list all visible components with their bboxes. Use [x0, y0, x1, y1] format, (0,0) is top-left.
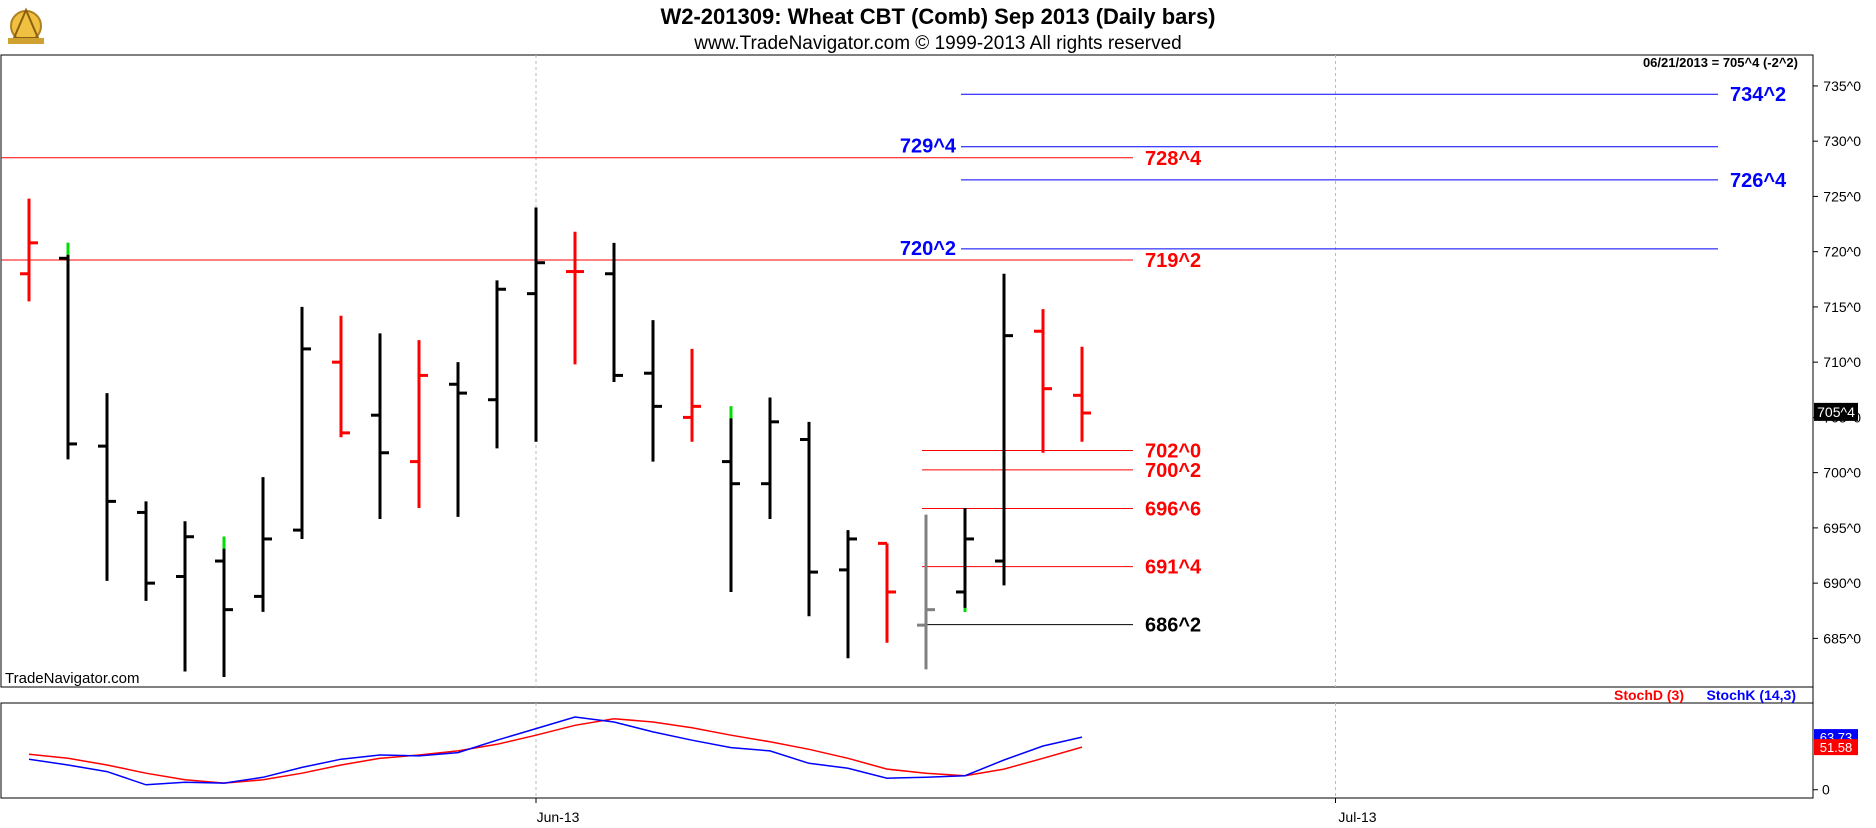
- level-label: 728^4: [1145, 148, 1202, 170]
- ohlc-bar: [59, 242, 77, 460]
- ohlc-bar: [332, 315, 350, 438]
- sextant-logo-icon: [8, 7, 44, 44]
- level-lines: 734^2 729^4 728^4 726^4 720^2 719^2 702^0700^2…: [1, 84, 1787, 637]
- ohlc-bar: [878, 541, 896, 643]
- stoch-value-box: [1814, 739, 1858, 756]
- ohlc-bar: [20, 198, 38, 302]
- level-label: 691^4: [1145, 557, 1202, 579]
- legend-stochd: StochD (3): [1614, 687, 1684, 703]
- ohlc-bar: [566, 231, 584, 365]
- level-label: 726^4: [1730, 170, 1787, 192]
- x-tick-label: Jun-13: [537, 809, 580, 825]
- last-value-readout: 06/21/2013 = 705^4 (-2^2): [1643, 55, 1798, 70]
- ohlc-bar: [176, 521, 194, 672]
- vertical-grid: [535, 55, 1336, 798]
- ohlc-bar: [527, 207, 545, 442]
- level-label: 686^2: [1145, 615, 1201, 637]
- y-tick-label: 695^0: [1823, 520, 1861, 536]
- level-label: 720^2: [900, 238, 956, 260]
- y-tick-label: 690^0: [1823, 575, 1861, 591]
- ohlc-bar: [761, 397, 779, 520]
- ohlc-bar: [839, 530, 857, 659]
- ohlc-bar: [605, 242, 623, 383]
- stoch-series-line: [28, 717, 1083, 784]
- stoch-tick-label: 0: [1822, 782, 1830, 798]
- ohlc-bar: [371, 333, 389, 520]
- y-tick-label: 685^0: [1823, 630, 1861, 646]
- ohlc-bar: [410, 340, 428, 509]
- y-tick-label: 735^0: [1823, 78, 1861, 94]
- ohlc-bar: [995, 273, 1013, 586]
- chart-title: W2-201309: Wheat CBT (Comb) Sep 2013 (Da…: [660, 4, 1215, 29]
- price-axis-labels: 685^0690^0695^0700^0705^0710^0715^0720^0…: [1813, 78, 1861, 646]
- stochastic-panel: [0, 702, 1814, 799]
- y-tick-label: 725^0: [1823, 188, 1861, 204]
- y-tick-label: 715^0: [1823, 299, 1861, 315]
- watermark: TradeNavigator.com: [5, 670, 140, 687]
- ohlc-bar: [800, 421, 818, 617]
- level-label: 700^2: [1145, 460, 1201, 482]
- level-label: 702^0: [1145, 441, 1201, 463]
- level-label: 734^2: [1730, 84, 1786, 106]
- ohlc-bar: [1073, 346, 1091, 442]
- y-tick-label: 720^0: [1823, 244, 1861, 260]
- ohlc-bar: [215, 536, 233, 678]
- y-tick-label: 730^0: [1823, 133, 1861, 149]
- price-bars: [20, 198, 1091, 678]
- ohlc-bar: [722, 406, 740, 592]
- y-tick-label: 700^0: [1823, 465, 1861, 481]
- ohlc-bar: [488, 280, 506, 449]
- legend-stochk: StochK (14,3): [1707, 687, 1796, 703]
- ohlc-bar: [917, 514, 935, 670]
- last-price-label: 705^4: [1817, 404, 1855, 420]
- last-price-box: [1814, 402, 1858, 421]
- x-tick-label: Jul-13: [1338, 809, 1376, 825]
- level-label: 696^6: [1145, 499, 1201, 521]
- ohlc-bar: [293, 306, 311, 539]
- chart-subtitle: www.TradeNavigator.com © 1999-2013 All r…: [693, 33, 1181, 54]
- logo: [8, 7, 44, 44]
- y-tick-label: 710^0: [1823, 354, 1861, 370]
- time-axis-labels: Jun-13 Jul-13: [535, 798, 1377, 825]
- level-label: 719^2: [1145, 250, 1201, 272]
- stoch-value-label: 51.58: [1820, 740, 1853, 755]
- ohlc-bar: [449, 362, 467, 517]
- ohlc-bar: [956, 508, 974, 612]
- level-label: 729^4: [900, 136, 957, 158]
- ohlc-bar: [644, 320, 662, 462]
- ohlc-bar: [137, 501, 155, 601]
- ohlc-bar: [1034, 309, 1052, 453]
- ohlc-bar: [254, 477, 272, 612]
- ohlc-bar: [683, 348, 701, 442]
- ohlc-bar: [98, 393, 116, 581]
- stoch-series-line: [28, 716, 1083, 786]
